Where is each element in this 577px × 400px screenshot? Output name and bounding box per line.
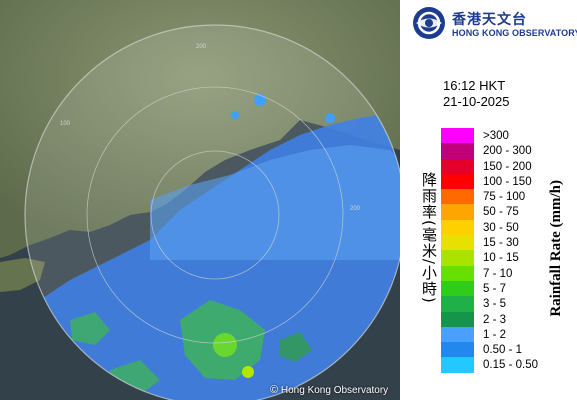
legend-label: 50 - 75 <box>483 206 519 219</box>
rain-echo-patch <box>325 113 335 123</box>
rain-echo-moderate <box>70 312 110 345</box>
legend-swatch <box>441 128 474 144</box>
legend-swatch <box>441 219 474 236</box>
legend-swatch <box>441 204 474 220</box>
legend-swatch <box>441 296 474 312</box>
rain-echo-patch <box>231 111 239 119</box>
hko-emblem-icon <box>413 7 445 39</box>
range-label: 200 <box>350 206 361 212</box>
sidebar <box>400 0 577 400</box>
legend-label: 3 - 5 <box>483 298 507 311</box>
radar-time: 16:12 HKT <box>443 78 506 93</box>
legend-swatch <box>441 311 474 327</box>
legend-swatch <box>441 250 474 266</box>
hko-logo[interactable]: 香港天文台 HONG KONG OBSERVATORY <box>412 6 577 42</box>
legend-title-chinese: 降雨率(毫米/小時) <box>420 172 438 304</box>
legend-label: >300 <box>483 130 509 142</box>
legend-title-english: Rainfall Rate (mm/h) <box>548 180 564 317</box>
rain-echo-heavy <box>213 333 237 357</box>
range-label: 100 <box>60 121 71 127</box>
rain-echo-heavy <box>242 366 254 378</box>
legend-swatch <box>441 173 474 190</box>
rain-echo-moderate <box>280 332 312 362</box>
land-mass <box>0 0 400 258</box>
legend-swatch <box>441 342 474 358</box>
legend-swatch <box>441 280 474 297</box>
legend-label: 100 - 150 <box>483 175 532 188</box>
copyright-notice: © Hong Kong Observatory <box>270 384 388 396</box>
legend-label: 150 - 200 <box>483 160 532 173</box>
legend-swatch <box>441 326 474 343</box>
rain-echo-layer <box>40 94 400 400</box>
legend-label: 0.15 - 0.50 <box>483 359 538 372</box>
legend-swatch <box>441 235 474 251</box>
legend-label: 7 - 10 <box>483 267 513 280</box>
range-rings <box>24 24 400 400</box>
copyright-text: Hong Kong Observatory <box>280 385 389 396</box>
legend-swatch <box>441 158 474 174</box>
legend-label: 10 - 15 <box>483 252 519 265</box>
rain-echo-patch <box>254 94 266 106</box>
radar-map[interactable]: 200 100 200 <box>0 0 400 400</box>
legend-label: 0.50 - 1 <box>483 344 522 357</box>
legend-label: 15 - 30 <box>483 237 519 250</box>
logo-english-text: HONG KONG OBSERVATORY <box>452 28 577 38</box>
logo-chinese-text: 香港天文台 <box>452 12 527 28</box>
radar-date: 21-10-2025 <box>443 94 510 109</box>
legend-swatch <box>441 189 474 205</box>
legend-label: 1 - 2 <box>483 328 507 341</box>
legend-label: 75 - 100 <box>483 191 526 204</box>
legend-label: 2 - 3 <box>483 313 507 326</box>
legend-swatch <box>441 357 474 373</box>
copyright-icon: © <box>270 384 279 396</box>
legend-label: 30 - 50 <box>483 221 519 234</box>
range-label: 200 <box>196 44 207 50</box>
legend-swatch <box>441 265 474 281</box>
legend-swatch <box>441 143 474 159</box>
legend-label: 200 - 300 <box>483 145 532 158</box>
land-mass-southwest <box>0 258 45 292</box>
rain-echo-lighter <box>150 145 400 260</box>
legend-label: 5 - 7 <box>483 282 507 295</box>
